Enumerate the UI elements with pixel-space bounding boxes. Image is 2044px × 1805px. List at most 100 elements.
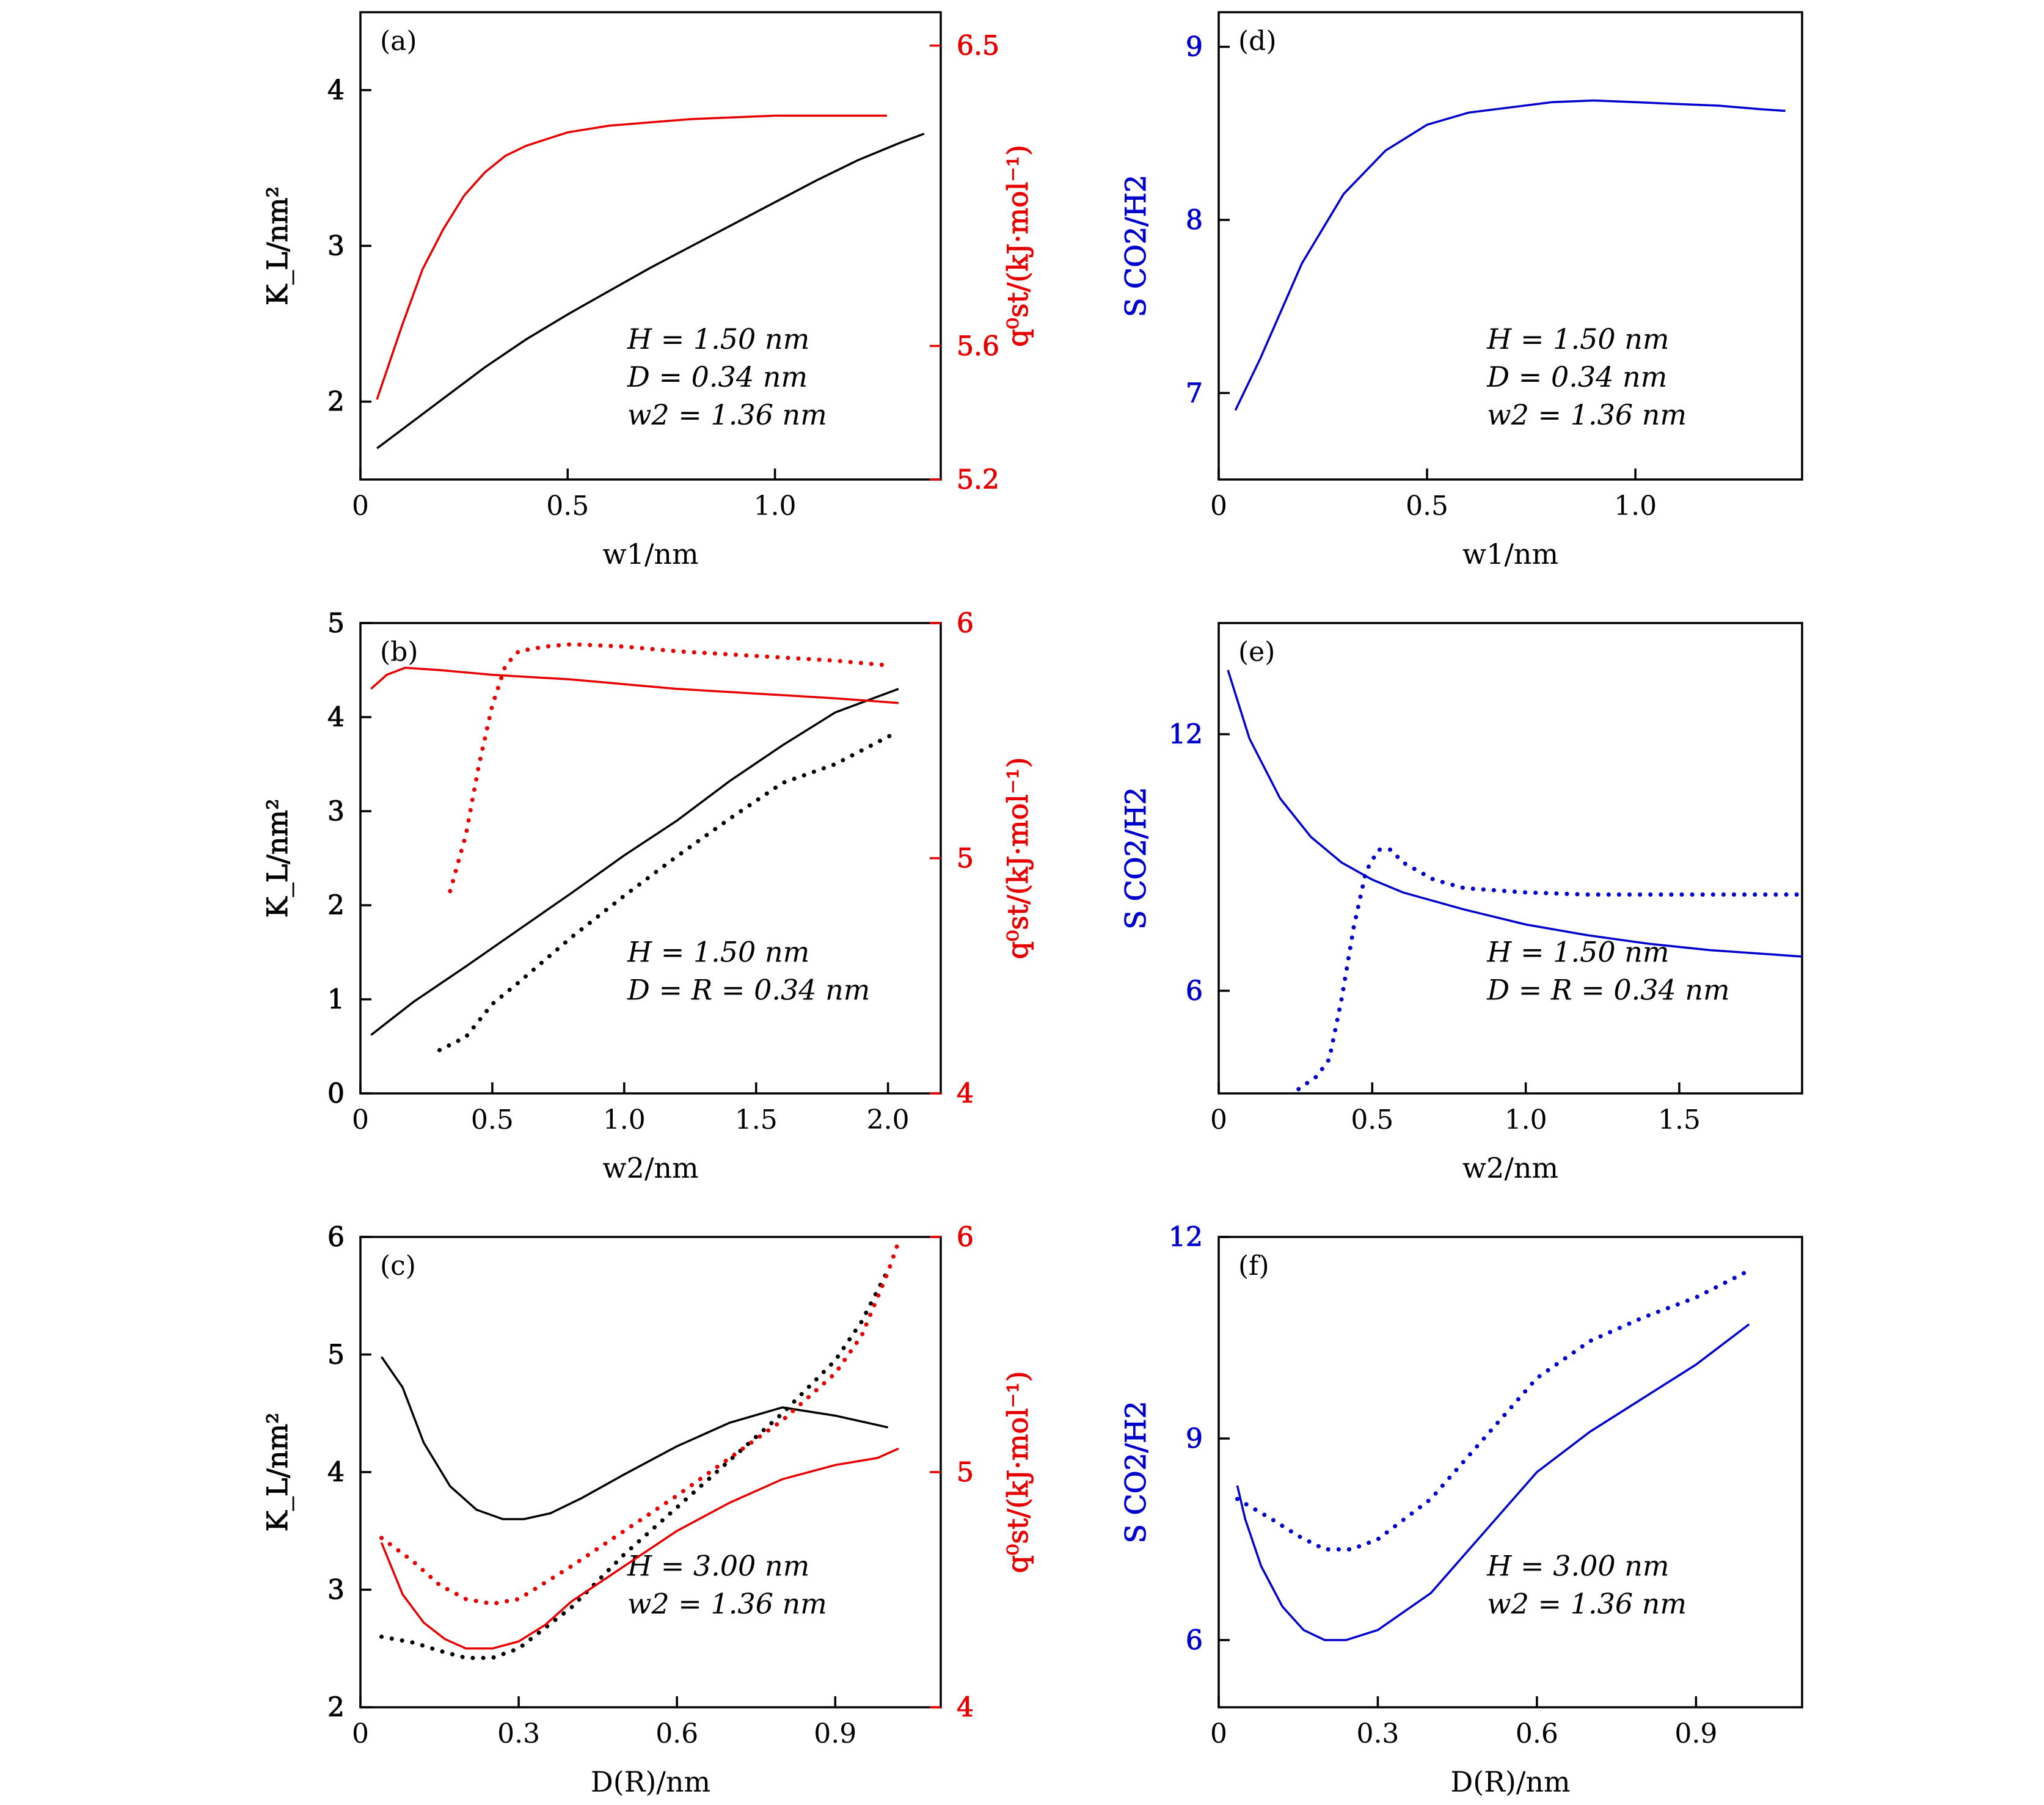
y-axis-label: S CO2/H2: [1119, 175, 1152, 317]
panel-e: 0 0.5 1.0 1.5 6 12 (e) w2/nm S CO2/H2 H = 1.50 nm…: [1119, 622, 1805, 1184]
x-axis-label: D(R)/nm: [1450, 1765, 1570, 1798]
y-tick-label-5: 5: [327, 1340, 345, 1371]
panel-c: 0 0.3 0.6 0.9 2 3 4 5 6 4 5 6 (c) D(R)/nm K_L/nm² q⁰st/…: [261, 1222, 1035, 1799]
x-axis-label: w2/nm: [602, 1151, 698, 1184]
x-tick-label-0-6: 0.6: [655, 1718, 698, 1749]
annotation-1: H = 1.50 nm: [1486, 935, 1669, 968]
x-tick-label-2-0: 2.0: [867, 1104, 910, 1136]
y2-tick-label-5-6: 5.6: [957, 330, 999, 362]
x-tick-label-0-5: 0.5: [1351, 1104, 1393, 1136]
y2-tick-label-5: 5: [957, 1457, 974, 1488]
panel-d: 0 0.5 1.0 7 8 9 (d) w1/nm S CO2/H2 H = 1.50 nm D =…: [1119, 11, 1803, 571]
panel-label: (f): [1238, 1250, 1269, 1282]
y-axis-label: S CO2/H2: [1119, 1401, 1152, 1543]
x-tick-label-0-5: 0.5: [1406, 490, 1448, 522]
y-tick-label-12: 12: [1169, 719, 1203, 750]
y-tick-label-4: 4: [327, 75, 345, 106]
plot-frame: [1217, 11, 1803, 481]
y2-tick-label-6: 6: [957, 1222, 974, 1253]
y-tick-label-0: 0: [327, 1078, 345, 1109]
series-k-l-solid: [370, 688, 899, 1036]
y-tick-label-8: 8: [1186, 205, 1203, 236]
series-s-dotted: [1235, 1268, 1751, 1552]
x-tick-label-0-9: 0.9: [814, 1718, 856, 1749]
y-tick-label-9: 9: [1186, 32, 1203, 63]
annotation-3: w2 = 1.36 nm: [1487, 398, 1687, 431]
x-tick-label-0: 0: [1210, 1104, 1227, 1136]
x-axis-label: w1/nm: [1462, 538, 1558, 571]
y-tick-label-3: 3: [327, 231, 345, 262]
y-tick-label-2: 2: [327, 1692, 345, 1723]
y-axis-label: K_L/nm²: [261, 798, 294, 917]
annotation-2: w2 = 1.36 nm: [627, 1587, 827, 1620]
x-tick-label-0: 0: [1210, 1718, 1227, 1749]
plot-frame: [1217, 622, 1803, 1095]
plot-frame: [359, 622, 942, 1095]
series-s: [1234, 99, 1786, 411]
x-tick-label-1-0: 1.0: [754, 490, 797, 522]
x-tick-label-0: 0: [352, 1718, 369, 1749]
series-q0st-solid: [380, 1447, 899, 1650]
annotation-1: H = 1.50 nm: [1486, 323, 1669, 356]
y2-tick-label-4: 4: [957, 1692, 974, 1723]
series-q0st-solid: [370, 666, 899, 704]
x-axis-label: w1/nm: [602, 538, 698, 571]
y-tick-label-2: 2: [327, 890, 345, 921]
x-tick-label-1-0: 1.0: [1614, 490, 1657, 522]
y2-tick-label-5-2: 5.2: [957, 464, 999, 495]
x-tick-label-0: 0: [352, 1104, 369, 1136]
panel-label: (e): [1238, 636, 1275, 668]
y2-tick-label-6-5: 6.5: [957, 31, 999, 62]
x-tick-label-0-9: 0.9: [1674, 1718, 1717, 1749]
plot-frame: [1217, 1236, 1803, 1708]
y2-tick-label-6: 6: [957, 608, 974, 639]
series-q0st-dotted: [448, 642, 891, 894]
x-axis-label: w2/nm: [1462, 1151, 1558, 1184]
annotation-2: D = R = 0.34 nm: [1486, 973, 1729, 1006]
panel-label: (a): [380, 26, 417, 57]
y2-axis-label: q⁰st/(kJ·mol⁻¹): [1001, 145, 1034, 347]
panel-label: (b): [380, 636, 418, 668]
annotation-2: D = R = 0.34 nm: [627, 973, 870, 1006]
x-tick-label-0-3: 0.3: [497, 1718, 540, 1749]
y-tick-label-6: 6: [1186, 1625, 1203, 1656]
x-tick-label-0-6: 0.6: [1516, 1718, 1558, 1749]
y-tick-label-6: 6: [1186, 975, 1203, 1007]
annotation-2: w2 = 1.36 nm: [1487, 1587, 1687, 1620]
y-tick-label-3: 3: [327, 796, 345, 827]
annotation-1: H = 3.00 nm: [627, 1549, 809, 1582]
series-s-solid: [1236, 1323, 1750, 1641]
annotation-3: w2 = 1.36 nm: [627, 398, 827, 431]
y-tick-label-3: 3: [327, 1575, 345, 1606]
annotation-2: D = 0.34 nm: [627, 360, 808, 393]
y-tick-label-7: 7: [1186, 377, 1203, 409]
x-tick-label-0: 0: [352, 490, 369, 522]
y-tick-label-6: 6: [327, 1222, 345, 1253]
x-tick-label-1-0: 1.0: [1505, 1104, 1547, 1136]
x-tick-label-0-5: 0.5: [471, 1104, 514, 1136]
y2-tick-label-4: 4: [957, 1078, 974, 1109]
y-tick-label-2: 2: [327, 387, 345, 418]
x-tick-label-1-5: 1.5: [1658, 1104, 1701, 1136]
y-tick-label-1: 1: [327, 984, 345, 1015]
annotation-2: D = 0.34 nm: [1486, 360, 1667, 393]
panel-label: (d): [1238, 26, 1277, 57]
y-axis-label: S CO2/H2: [1119, 787, 1152, 929]
series-s-solid: [1227, 669, 1803, 958]
series-k-l-dotted: [437, 732, 896, 1052]
panel-b: 0 0.5 1.0 1.5 2.0 0 1 2 3 4 5 4 5 6 (b) w2/nm K_L/nm² q⁰s…: [261, 608, 1035, 1185]
series-k-l-solid: [381, 1356, 888, 1520]
annotation-1: H = 1.50 nm: [627, 323, 809, 356]
series-q0st-dotted: [379, 1239, 901, 1606]
plot-frame: [359, 1236, 942, 1708]
panel-f: 0 0.3 0.6 0.9 6 9 12 (f) D(R)/nm S CO2/H2 H = 3.00…: [1119, 1222, 1803, 1798]
panel-a: 0 0.5 1.0 2 3 4 5.2 5.6 6.5 (a) w1/nm K_L/nm² q⁰st/(…: [261, 11, 1035, 571]
panel-label: (c): [380, 1250, 416, 1282]
x-tick-label-0-3: 0.3: [1356, 1718, 1399, 1749]
x-axis-label: D(R)/nm: [591, 1765, 710, 1798]
y-tick-label-4: 4: [327, 702, 345, 733]
series-s-dotted: [1296, 847, 1805, 1092]
x-tick-label-1-5: 1.5: [735, 1104, 778, 1136]
annotation-1: H = 1.50 nm: [627, 935, 809, 968]
